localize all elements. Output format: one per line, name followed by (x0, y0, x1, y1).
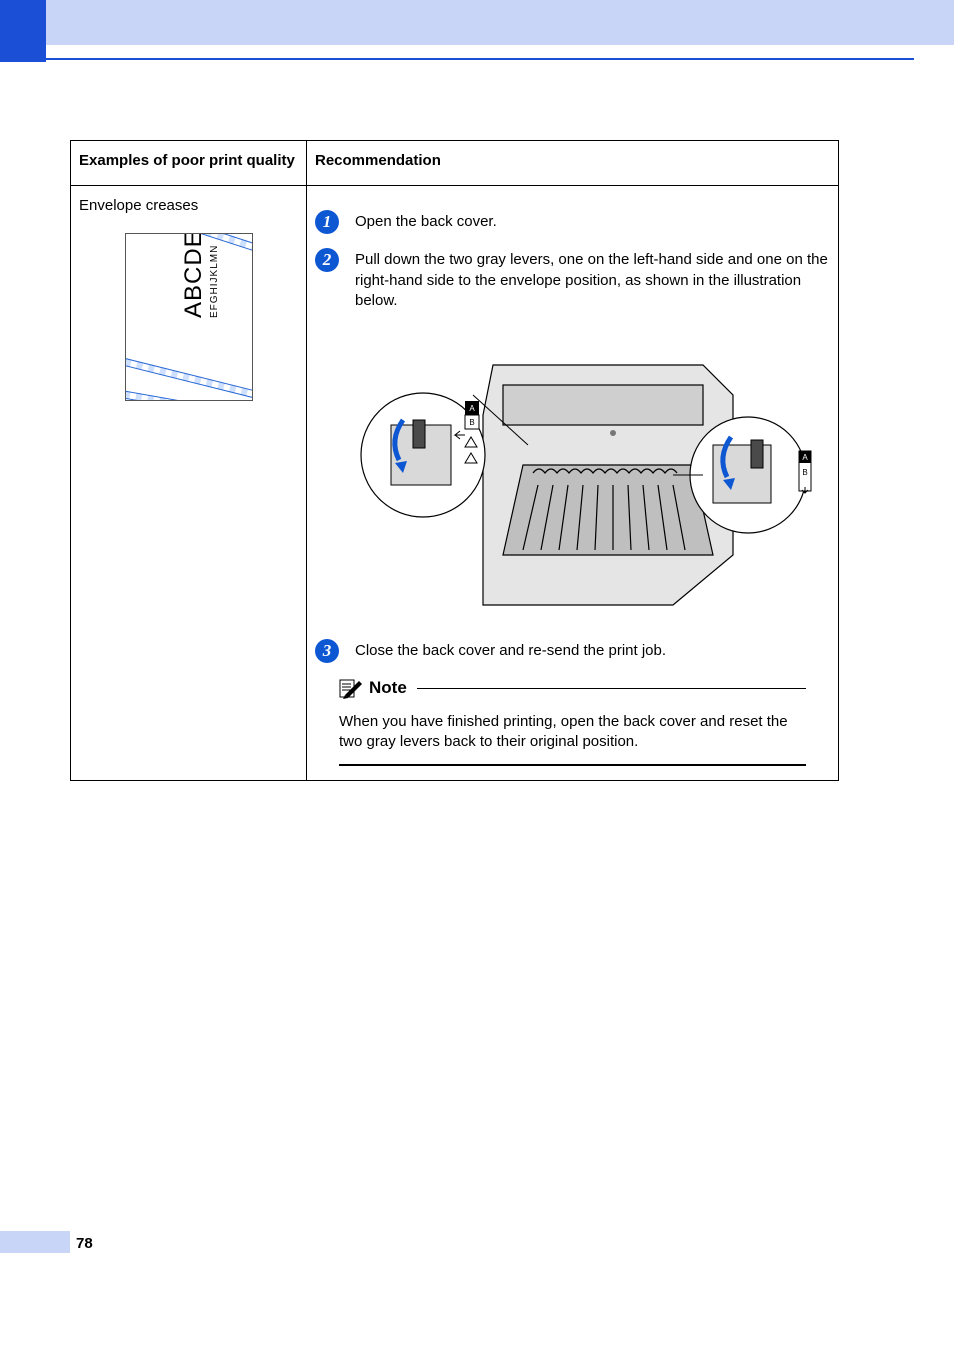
step-row: 3 Close the back cover and re-send the p… (315, 639, 830, 663)
printer-illustration: A B (353, 325, 813, 625)
svg-text:B: B (802, 468, 807, 477)
step-text-3: Close the back cover and re-send the pri… (355, 639, 830, 663)
example-title: Envelope creases (79, 196, 298, 216)
header-band (46, 0, 954, 45)
svg-text:A: A (469, 404, 475, 413)
step-badge-1: 1 (315, 210, 339, 234)
svg-text:A: A (802, 453, 808, 462)
note-label: Note (369, 677, 407, 700)
note-rule-top (417, 688, 806, 690)
troubleshoot-table: Examples of poor print quality Recommend… (70, 140, 839, 781)
step-row: 2 Pull down the two gray levers, one on … (315, 248, 830, 311)
crease-line (125, 343, 253, 400)
page-number: 78 (76, 1235, 93, 1252)
note-rule-bottom (339, 764, 806, 766)
step-badge-2: 2 (315, 248, 339, 272)
note-body: When you have finished printing, open th… (339, 706, 806, 761)
header-rule (46, 58, 914, 60)
note-block: Note When you have finished printing, op… (315, 677, 830, 766)
note-pencil-icon (339, 677, 363, 699)
header-left-block (0, 0, 46, 62)
step-row: 1 Open the back cover. (315, 210, 830, 234)
example-cell: Envelope creases ABCDEFG EFGHIJKLMN (71, 186, 307, 781)
recommendation-cell: 1 Open the back cover. 2 Pull down the t… (307, 186, 839, 781)
step-badge-3: 3 (315, 639, 339, 663)
svg-text:B: B (469, 418, 474, 427)
page-number-bar (0, 1231, 70, 1253)
envelope-big-text: ABCDEFG (178, 233, 210, 318)
envelope-small-text: EFGHIJKLMN (208, 244, 222, 317)
col-header-examples: Examples of poor print quality (71, 141, 307, 186)
envelope-sample: ABCDEFG EFGHIJKLMN (125, 233, 253, 401)
step-text-1: Open the back cover. (355, 210, 830, 234)
step-text-2: Pull down the two gray levers, one on th… (355, 248, 830, 311)
col-header-recommendation: Recommendation (307, 141, 839, 186)
